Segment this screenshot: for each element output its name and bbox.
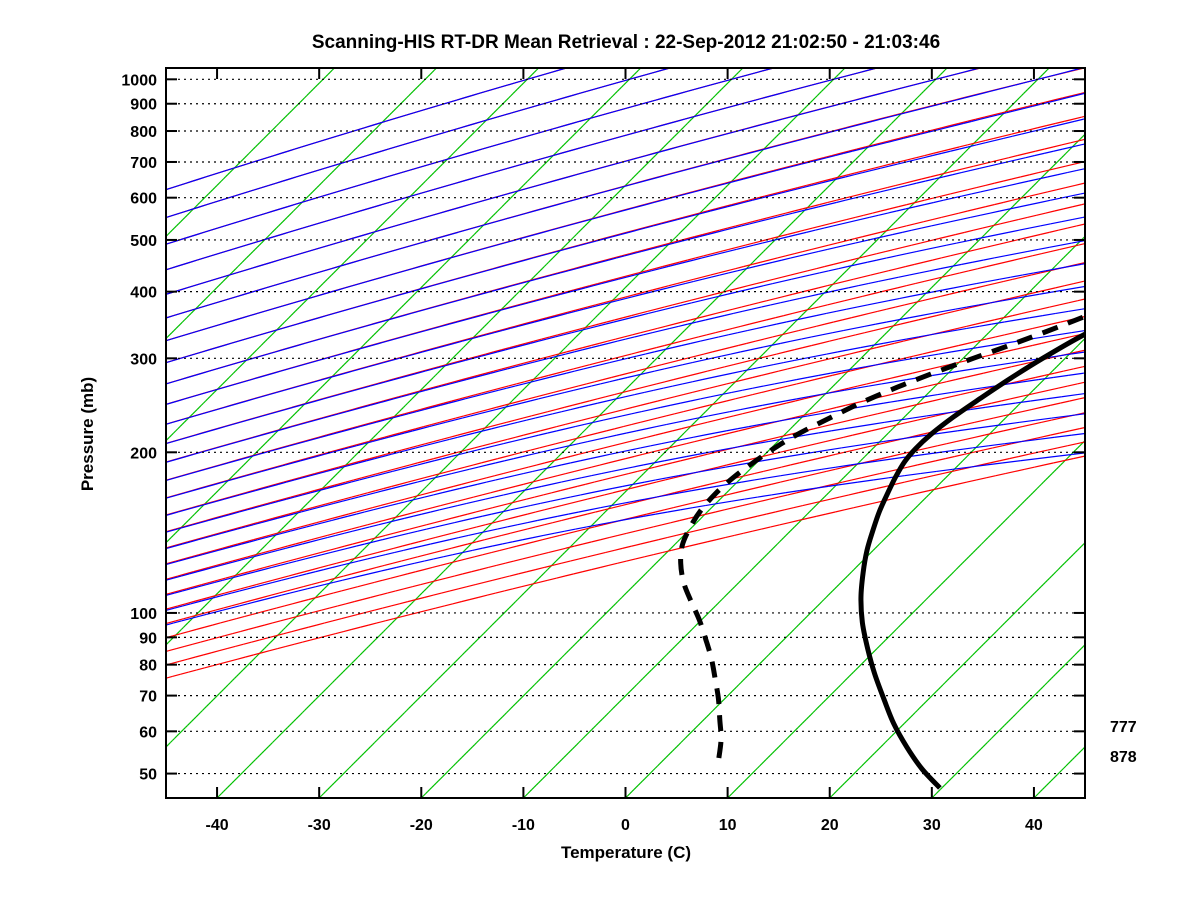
x-tick-label: 40 xyxy=(1025,817,1043,834)
y-tick-label: 200 xyxy=(130,445,157,462)
y-axis-ticks: 50 60 70 80 90 100 200 300 400 500 600 700 800 900 100… xyxy=(121,72,1085,784)
y-tick-label: 700 xyxy=(130,155,157,172)
y-tick-label: 900 xyxy=(130,97,157,114)
x-tick-label: 10 xyxy=(719,817,737,834)
x-tick-label: -40 xyxy=(205,817,228,834)
y-tick-label: 600 xyxy=(130,191,157,208)
sounding-curves xyxy=(678,313,1085,790)
y-tick-label: 400 xyxy=(130,285,157,302)
background-thermo-lines xyxy=(165,67,1086,799)
y-tick-label: 70 xyxy=(139,689,157,706)
x-tick-label: -30 xyxy=(308,817,331,834)
y-tick-label: 1000 xyxy=(121,72,157,89)
y-tick-label: 500 xyxy=(130,233,157,250)
annotation-count-upper: 777 xyxy=(1110,719,1137,736)
y-tick-label: 60 xyxy=(139,724,157,741)
y-tick-label: 90 xyxy=(139,630,157,647)
dewpoint-profile-curve xyxy=(678,313,1085,761)
temperature-profile-curve xyxy=(858,331,1085,790)
x-tick-label: -10 xyxy=(512,817,535,834)
chart-title: Scanning-HIS RT-DR Mean Retrieval : 22-S… xyxy=(312,32,940,53)
x-axis-ticks: -40 -30 -20 -10 0 10 20 30 40 xyxy=(205,68,1043,834)
annotation-count-lower: 878 xyxy=(1110,749,1137,766)
x-tick-label: -20 xyxy=(410,817,433,834)
y-tick-label: 50 xyxy=(139,767,157,784)
x-tick-label: 30 xyxy=(923,817,941,834)
x-tick-label: 0 xyxy=(621,817,630,834)
y-tick-label: 100 xyxy=(130,606,157,623)
y-tick-label: 300 xyxy=(130,351,157,368)
x-tick-label: 20 xyxy=(821,817,839,834)
y-tick-label: 800 xyxy=(130,124,157,141)
y-axis-label: Pressure (mb) xyxy=(78,377,97,491)
x-axis-label: Temperature (C) xyxy=(561,843,691,862)
y-tick-label: 80 xyxy=(139,658,157,675)
